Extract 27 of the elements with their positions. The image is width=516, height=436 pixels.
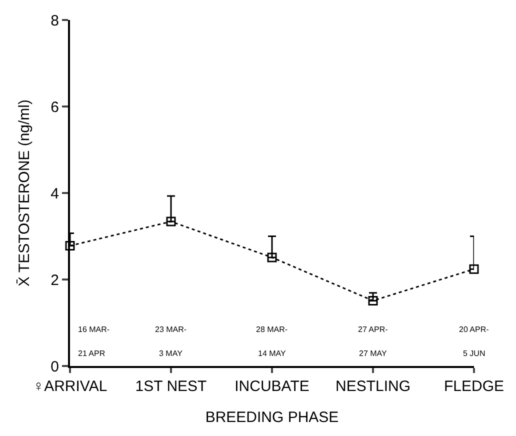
annotation: 27 APR-: [358, 325, 388, 334]
annotation: 3 MAY: [159, 349, 184, 358]
x-tick-label: FLEDGE: [444, 378, 504, 395]
annotation: 28 MAR-: [256, 325, 288, 334]
y-tick-label: 6: [50, 98, 59, 116]
annotation: 20 APR-: [459, 325, 490, 334]
point: [469, 264, 479, 274]
x-tick-label: NESTLING: [335, 378, 411, 395]
point: [65, 241, 75, 251]
annotation: 23 MAR-: [155, 325, 187, 334]
x-tick-label: ♀ARRIVAL: [32, 378, 108, 395]
x-axis-title: BREEDING PHASE: [205, 409, 339, 426]
annotation: 16 MAR-: [78, 325, 110, 334]
annotation: 21 APR: [78, 349, 106, 358]
y-tick-label: 2: [50, 272, 59, 289]
y-tick-label: 0: [50, 358, 59, 376]
y-tick-label: 8: [50, 12, 59, 30]
annotation: 5 JUN: [463, 349, 486, 358]
x-tick-label: INCUBATE: [234, 378, 310, 395]
annotation: 14 MAY: [258, 349, 287, 358]
annotation: 27 MAY: [359, 349, 388, 358]
y-tick-label: 4: [50, 185, 59, 202]
x-tick-label: 1ST NEST: [135, 378, 207, 395]
point: [267, 252, 277, 262]
point: [368, 296, 378, 306]
point: [166, 216, 176, 226]
y-axis-title: X̄ TESTOSTERONE (ng/ml): [16, 100, 33, 286]
